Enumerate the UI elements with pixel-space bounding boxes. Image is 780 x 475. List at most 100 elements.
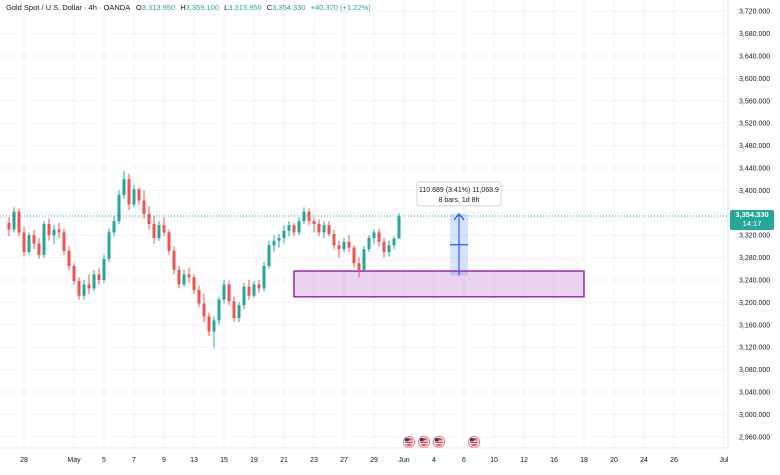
candle[interactable] — [142, 190, 146, 219]
candle[interactable] — [227, 281, 231, 306]
candle[interactable] — [57, 222, 61, 238]
candle[interactable] — [382, 238, 386, 258]
candle[interactable] — [107, 228, 111, 263]
candle[interactable] — [192, 274, 196, 294]
candle[interactable] — [182, 269, 186, 287]
candle[interactable] — [232, 296, 236, 322]
candle-body — [177, 269, 181, 285]
candle[interactable] — [97, 267, 101, 285]
candle[interactable] — [202, 294, 206, 322]
us-flag-icon[interactable] — [468, 436, 480, 448]
candle[interactable] — [172, 246, 176, 275]
candle[interactable] — [367, 235, 371, 252]
candle[interactable] — [267, 240, 271, 269]
candle[interactable] — [242, 282, 246, 310]
candle[interactable] — [197, 285, 201, 307]
candle[interactable] — [392, 236, 396, 250]
time-axis[interactable]: 28 May 5 7 9 13 15 19 21 23 27 29 Jun 4 6 10 12 16 18 20 24 2… — [20, 457, 729, 464]
candle[interactable] — [157, 221, 161, 241]
candle[interactable] — [47, 218, 51, 241]
measure-span-text: 8 bars, 1d 8h — [439, 197, 480, 204]
candle[interactable] — [162, 217, 166, 237]
candle[interactable] — [252, 281, 256, 298]
us-flag-icon[interactable] — [403, 436, 415, 448]
candle[interactable] — [92, 269, 96, 292]
candle[interactable] — [307, 208, 311, 226]
x-tick-label: 15 — [220, 457, 228, 464]
candle[interactable] — [147, 206, 151, 230]
candle[interactable] — [27, 232, 31, 255]
candle[interactable] — [52, 225, 56, 244]
candle[interactable] — [352, 245, 356, 268]
candle[interactable] — [277, 234, 281, 248]
candle-body — [237, 305, 241, 319]
candle[interactable] — [62, 228, 66, 255]
candle[interactable] — [357, 257, 361, 278]
candle-body — [82, 284, 86, 296]
candle[interactable] — [387, 240, 391, 257]
candle[interactable] — [67, 246, 71, 270]
candle[interactable] — [132, 184, 136, 208]
us-flag-icon[interactable] — [433, 436, 445, 448]
candle[interactable] — [222, 280, 226, 304]
candle[interactable] — [302, 207, 306, 224]
candle[interactable] — [152, 215, 156, 244]
candle[interactable] — [362, 246, 366, 272]
candle[interactable] — [397, 213, 401, 239]
candle[interactable] — [22, 226, 26, 257]
us-flag-icon[interactable] — [418, 436, 430, 448]
candle[interactable] — [272, 235, 276, 252]
symbol-legend[interactable]: Gold Spot / U.S. Dollar · 4h · OANDA O3,… — [0, 0, 371, 14]
candle[interactable] — [317, 219, 321, 237]
candle[interactable] — [282, 225, 286, 244]
candle[interactable] — [257, 280, 261, 293]
candle[interactable] — [332, 229, 336, 250]
candle[interactable] — [212, 316, 216, 348]
candle[interactable] — [237, 302, 241, 322]
bar-countdown: 14:17 — [743, 219, 762, 228]
candle[interactable] — [37, 238, 41, 259]
candle[interactable] — [377, 228, 381, 247]
candle[interactable] — [372, 229, 376, 244]
candle[interactable] — [167, 229, 171, 255]
candle[interactable] — [342, 238, 346, 252]
candle[interactable] — [247, 280, 251, 300]
candle[interactable] — [7, 217, 11, 237]
candle[interactable] — [292, 222, 296, 237]
support-zone[interactable] — [293, 270, 585, 298]
candle[interactable] — [262, 262, 266, 292]
candle[interactable] — [12, 207, 16, 233]
candle[interactable] — [337, 240, 341, 258]
candle[interactable] — [217, 296, 221, 325]
candle[interactable] — [207, 312, 211, 336]
candle-body — [232, 301, 236, 319]
price-range-measure[interactable]: 110.689 (3.41%) 11,068.9 8 bars, 1d 8h — [416, 181, 502, 276]
candle[interactable] — [287, 221, 291, 237]
candle-body — [137, 189, 141, 201]
candle[interactable] — [17, 208, 21, 237]
candle[interactable] — [177, 266, 181, 289]
candle[interactable] — [122, 170, 126, 199]
candle[interactable] — [77, 277, 81, 300]
candle-body — [327, 225, 331, 235]
candle[interactable] — [187, 267, 191, 283]
candle[interactable] — [137, 187, 141, 205]
candle[interactable] — [327, 221, 331, 237]
candle[interactable] — [297, 217, 301, 236]
candle[interactable] — [102, 254, 106, 283]
candle[interactable] — [82, 280, 86, 300]
candle[interactable] — [72, 263, 76, 285]
candle[interactable] — [112, 215, 116, 237]
candle[interactable] — [42, 221, 46, 258]
candle[interactable] — [322, 221, 326, 238]
candle[interactable] — [312, 217, 316, 233]
candle[interactable] — [117, 190, 121, 224]
ohlc-close-key: C — [267, 3, 273, 12]
x-tick-label: Jul — [720, 457, 729, 464]
candle[interactable] — [87, 274, 91, 294]
candle[interactable] — [32, 229, 36, 250]
candle[interactable] — [127, 173, 131, 210]
candle[interactable] — [347, 235, 351, 252]
